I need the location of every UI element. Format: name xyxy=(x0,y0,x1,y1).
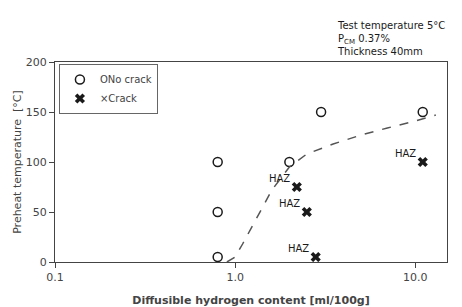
svg-text:HAZ: HAZ xyxy=(279,198,300,209)
svg-text:200: 200 xyxy=(26,56,47,69)
svg-text:50: 50 xyxy=(33,206,47,219)
svg-text:HAZ: HAZ xyxy=(395,148,416,159)
svg-text:Preheat temperature [°C]: Preheat temperature [°C] xyxy=(11,90,24,234)
svg-text:0: 0 xyxy=(40,256,47,269)
svg-text:10.0: 10.0 xyxy=(403,271,428,284)
svg-text:0.1: 0.1 xyxy=(46,271,64,284)
svg-text:1.0: 1.0 xyxy=(226,271,244,284)
svg-text:×Crack: ×Crack xyxy=(100,93,137,104)
svg-text:HAZ: HAZ xyxy=(269,173,290,184)
svg-text:HAZ: HAZ xyxy=(288,243,309,254)
svg-text:150: 150 xyxy=(26,106,47,119)
svg-text:Test temperature 5°CP​CM​ 0.37: Test temperature 5°CP​CM​ 0.37%Thickness… xyxy=(337,20,445,57)
svg-text:ONo crack: ONo crack xyxy=(100,74,152,85)
svg-text:100: 100 xyxy=(26,156,47,169)
svg-text:Diffusible hydrogen content [m: Diffusible hydrogen content [ml/100g] xyxy=(132,294,369,307)
